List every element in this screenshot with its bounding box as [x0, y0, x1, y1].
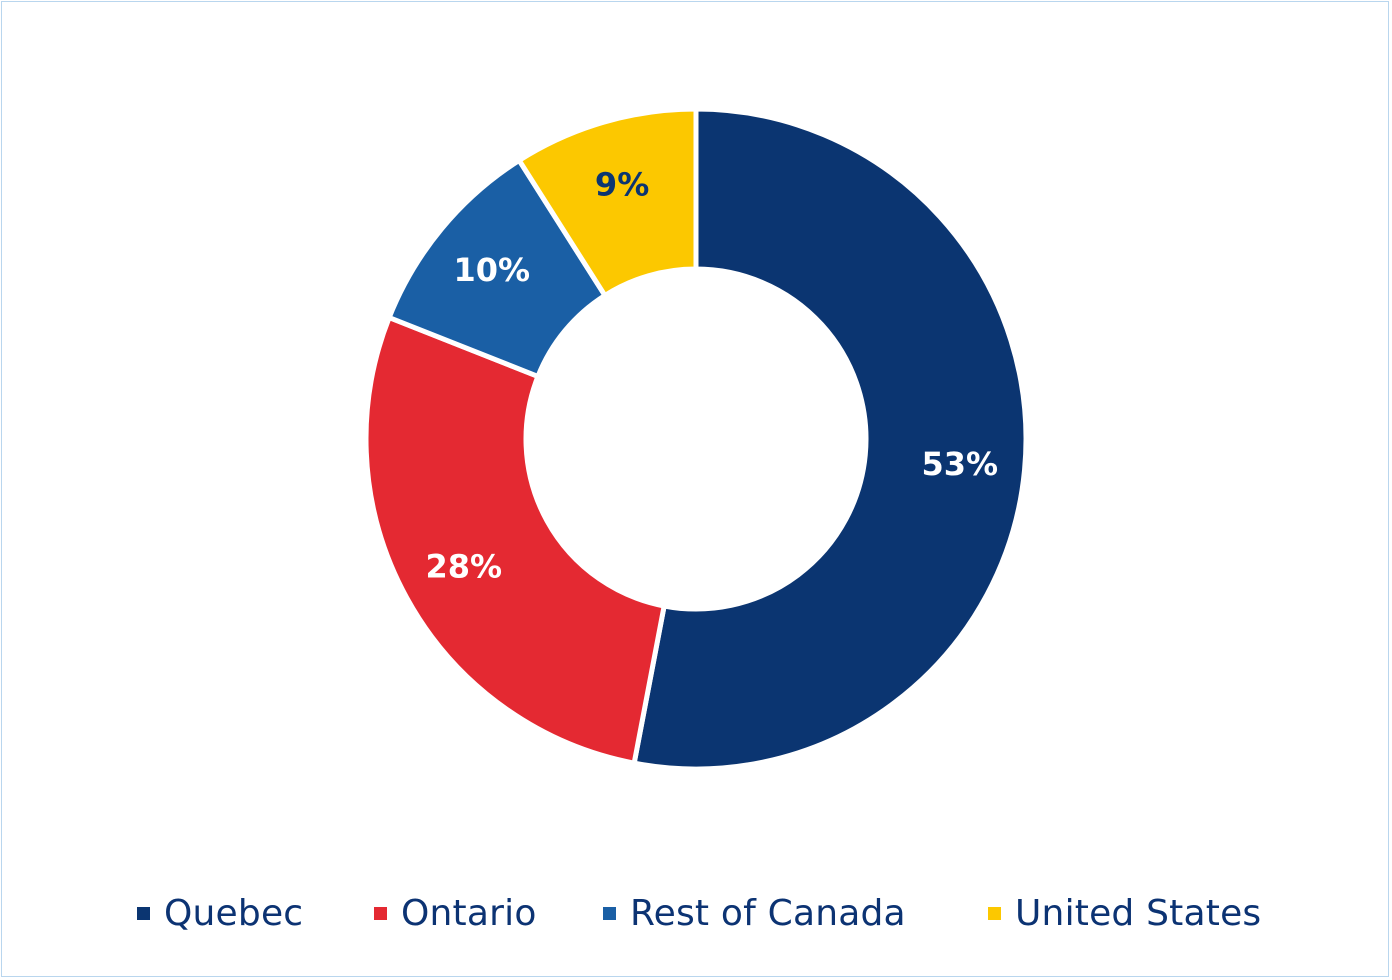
data-label-ontario: 28% [426, 548, 503, 586]
legend-item-united-states: United States [988, 888, 1261, 938]
slice-united-states [515, 106, 699, 299]
legend-swatch [137, 906, 150, 920]
legend-item-ontario: Ontario [374, 888, 537, 938]
slice-ontario [363, 314, 668, 767]
slices-layer [363, 106, 1029, 772]
legend: Quebec Ontario Rest of Canada United States [0, 888, 1392, 938]
legend-label: Rest of Canada [630, 892, 906, 934]
legend-label: Quebec [164, 892, 304, 934]
legend-item-quebec: Quebec [137, 888, 303, 938]
legend-label: Ontario [401, 892, 537, 934]
legend-item-rest-of-canada: Rest of Canada [603, 888, 906, 938]
legend-swatch [603, 906, 616, 920]
data-label-united-states: 9% [595, 166, 649, 204]
legend-swatch [374, 906, 387, 920]
data-label-quebec: 53% [922, 445, 999, 483]
data-label-rest-of-canada: 10% [454, 251, 531, 289]
legend-swatch [988, 906, 1001, 920]
slice-quebec [631, 106, 1029, 772]
labels-layer: 53% 28% 10% 9% [426, 166, 999, 586]
legend-label: United States [1015, 892, 1262, 934]
